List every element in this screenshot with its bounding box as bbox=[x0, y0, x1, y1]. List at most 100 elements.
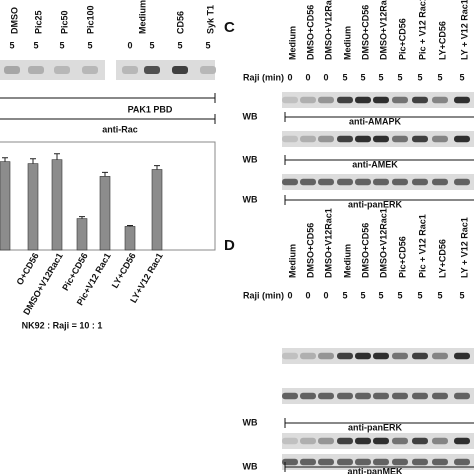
lane-label: Medium bbox=[342, 244, 352, 278]
wb-label: WB bbox=[243, 417, 258, 427]
blot-band bbox=[355, 392, 371, 400]
error-bar bbox=[102, 171, 108, 177]
blot-band bbox=[318, 392, 334, 400]
wb-label: WB bbox=[243, 461, 258, 471]
blot-band bbox=[300, 96, 316, 104]
time-label: 0 bbox=[305, 290, 310, 300]
blot-band bbox=[318, 96, 334, 104]
blot-band bbox=[432, 437, 448, 445]
blot-band bbox=[282, 96, 298, 104]
time-label: 5 bbox=[378, 72, 383, 82]
lane-label: DMSO+V12Rac1 bbox=[378, 208, 388, 278]
blot-band bbox=[454, 352, 470, 360]
blot-band bbox=[337, 135, 353, 143]
time-label: 5 bbox=[87, 40, 92, 50]
blot-strip bbox=[116, 60, 215, 80]
time-axis-label: Raji (min) bbox=[243, 290, 284, 300]
blot-band bbox=[355, 458, 371, 466]
blot-band bbox=[412, 392, 428, 400]
blot-band bbox=[432, 392, 448, 400]
blot-band bbox=[337, 458, 353, 466]
blot-band bbox=[28, 66, 44, 74]
time-label: 0 bbox=[287, 290, 292, 300]
blot-band bbox=[392, 437, 408, 445]
blot-band bbox=[412, 437, 428, 445]
blot-band bbox=[318, 437, 334, 445]
blot-band bbox=[392, 96, 408, 104]
blot-band bbox=[144, 66, 160, 74]
lane-label: DMSO+CD56 bbox=[360, 223, 370, 278]
lane-label: Medium bbox=[342, 26, 352, 60]
time-label: 5 bbox=[437, 290, 442, 300]
blot-band bbox=[337, 437, 353, 445]
time-axis-label: Raji (min) bbox=[243, 72, 284, 82]
blot-band bbox=[282, 392, 298, 400]
blot-band bbox=[4, 66, 20, 74]
blot-band bbox=[373, 96, 389, 104]
lane-label: DMSO+CD56 bbox=[360, 5, 370, 60]
time-label: 5 bbox=[342, 290, 347, 300]
time-label: 0 bbox=[305, 72, 310, 82]
panel-label: D bbox=[224, 237, 235, 254]
error-bar bbox=[2, 157, 8, 162]
blot-band bbox=[337, 352, 353, 360]
lane-label: Pic + V12 Rac1 bbox=[417, 0, 427, 60]
time-label: 5 bbox=[9, 40, 14, 50]
blot-band bbox=[392, 135, 408, 143]
lane-label: DMSO+V12Rac1 bbox=[323, 0, 333, 60]
error-bar bbox=[79, 216, 85, 219]
probe-label: PAK1 PBD bbox=[128, 104, 173, 114]
blot-band bbox=[373, 352, 389, 360]
error-bar bbox=[127, 224, 133, 227]
blot-band bbox=[432, 352, 448, 360]
blot-band bbox=[392, 352, 408, 360]
antibody-label: anti-AMAPK bbox=[349, 116, 401, 126]
blot-band bbox=[282, 437, 298, 445]
blot-band bbox=[318, 178, 334, 186]
lane-label: DMSO+CD56 bbox=[305, 223, 315, 278]
time-label: 0 bbox=[323, 72, 328, 82]
blot-band bbox=[412, 96, 428, 104]
x-tick-label: LY+CD56 bbox=[110, 251, 138, 290]
time-label: 5 bbox=[417, 290, 422, 300]
time-label: 5 bbox=[33, 40, 38, 50]
antibody-label: anti-panERK bbox=[348, 422, 403, 432]
blot-band bbox=[337, 178, 353, 186]
blot-band bbox=[355, 135, 371, 143]
lane-label: Pic25 bbox=[33, 10, 43, 34]
lane-label: Pic+CD56 bbox=[397, 236, 407, 278]
lane-label: DMSO+V12Rac1 bbox=[323, 208, 333, 278]
lane-label: LY+CD56 bbox=[437, 239, 447, 278]
wb-label: WB bbox=[243, 154, 258, 164]
blot-band bbox=[392, 458, 408, 466]
time-label: 5 bbox=[360, 72, 365, 82]
blot-band bbox=[373, 178, 389, 186]
lane-label: Medium bbox=[287, 26, 297, 60]
blot-band bbox=[373, 458, 389, 466]
time-label: 5 bbox=[205, 40, 210, 50]
lane-label: DMSO bbox=[9, 7, 19, 34]
error-bar bbox=[30, 158, 36, 164]
blot-band bbox=[412, 352, 428, 360]
wb-label: WB bbox=[243, 194, 258, 204]
blot-band bbox=[432, 458, 448, 466]
blot-band bbox=[432, 135, 448, 143]
blot-band bbox=[454, 96, 470, 104]
blot-band bbox=[172, 66, 188, 74]
annotation: NK92 : Raji = 10 : 1 bbox=[22, 320, 103, 330]
time-label: 5 bbox=[177, 40, 182, 50]
blot-strip bbox=[0, 60, 105, 80]
blot-band bbox=[337, 392, 353, 400]
blot-band bbox=[337, 96, 353, 104]
blot-band bbox=[412, 135, 428, 143]
lane-label: LY + V12 Rac1 bbox=[459, 217, 469, 278]
blot-band bbox=[82, 66, 98, 74]
lane-label: LY + V12 Rac1 bbox=[459, 0, 469, 60]
time-label: 5 bbox=[342, 72, 347, 82]
time-label: 5 bbox=[59, 40, 64, 50]
blot-band bbox=[318, 135, 334, 143]
bar bbox=[51, 159, 63, 251]
antibody-label: anti-panERK bbox=[348, 199, 403, 209]
lane-label: Pic+CD56 bbox=[397, 18, 407, 60]
blot-band bbox=[54, 66, 70, 74]
